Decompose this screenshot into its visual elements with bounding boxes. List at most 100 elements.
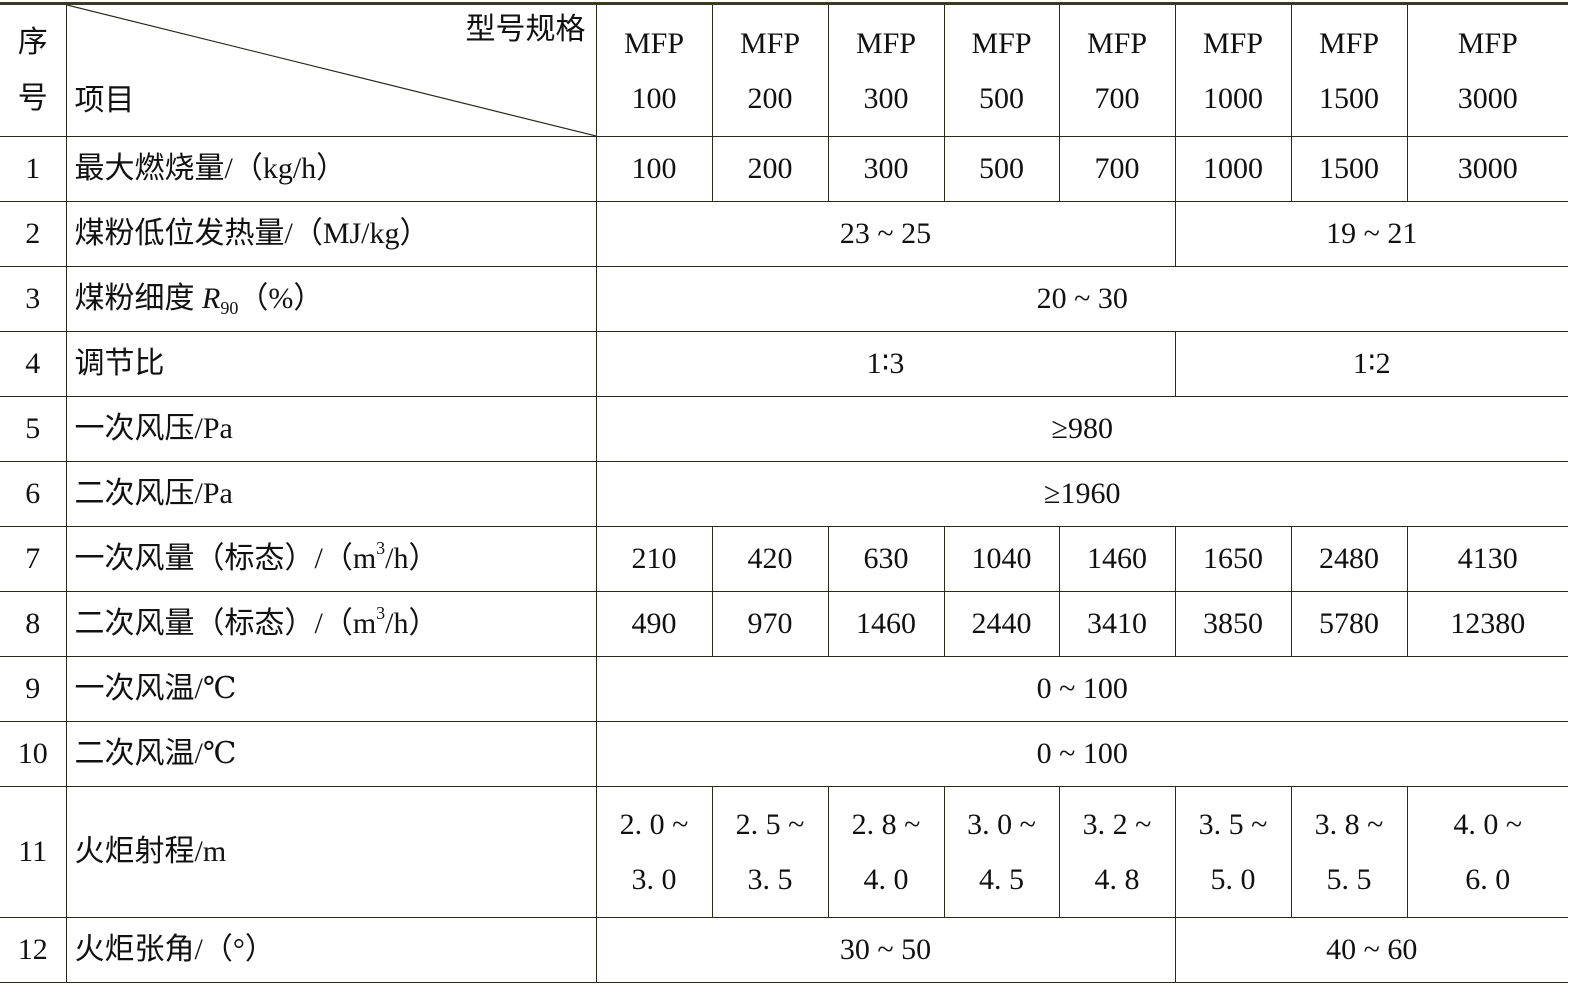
model-header: MFP 100 [595,3,713,137]
model-header: MFP 500 [943,3,1060,137]
model-header: MFP 1000 [1174,3,1292,137]
header-row: 序 号 型号规格 项目 MFP 100 MFP 200 MFP 300 MFP 500… [0,3,1568,137]
row-label: 一次风量（标态）/（m3/h） [65,526,597,592]
row-index: 5 [0,396,67,462]
diagonal-line [67,5,596,136]
table-row: 2 煤粉低位发热量/（MJ/kg） 23 ~ 25 19 ~ 21 [0,201,1568,267]
value-cell: 500 [943,136,1060,202]
value-cell: 3. 8 ~ 5. 5 [1290,786,1408,918]
row-label: 煤粉低位发热量/（MJ/kg） [65,201,597,267]
table-row: 4 调节比 1∶3 1∶2 [0,331,1568,397]
row-label-text: 调节比 [74,347,165,380]
value-cell: 12380 [1406,591,1568,657]
table-row: 5 一次风压/Pa ≥980 [0,396,1568,462]
value-cell: 20 ~ 30 [595,266,1568,332]
value-cell: 420 [711,526,829,592]
value-cell: 1∶3 [595,331,1176,397]
row-label-text: 煤粉低位发热量/（MJ/kg） [74,217,430,250]
model-header: MFP 700 [1058,3,1176,137]
value-cell: 3. 2 ~ 4. 8 [1058,786,1176,918]
row-label-text: 火炬射程/m [74,835,227,868]
diagonal-header-cell: 型号规格 项目 [65,3,597,137]
item-header-label: 项目 [74,84,135,117]
value-cell: 2. 8 ~ 4. 0 [827,786,945,918]
table-row: 12 火炬张角/（°） 30 ~ 50 40 ~ 60 [0,917,1568,983]
value-cell: 1650 [1174,526,1292,592]
row-index: 11 [0,786,67,918]
row-label-text: 火炬张角/（°） [74,933,275,966]
value-cell: 200 [711,136,829,202]
value-cell: 4. 0 ~ 6. 0 [1406,786,1568,918]
value-cell: 3850 [1174,591,1292,657]
value-cell: ≥980 [595,396,1568,462]
value-cell: 2480 [1290,526,1408,592]
row-label-text: 一次风压/Pa [74,412,233,445]
value-cell: 700 [1058,136,1176,202]
row-index: 7 [0,526,67,592]
row-label-tail: /h） [385,607,439,640]
table-row: 10 二次风温/℃ 0 ~ 100 [0,721,1568,787]
value-cell: 1000 [1174,136,1292,202]
row-index: 6 [0,461,67,527]
row-label-text: 二次风温/℃ [74,737,237,770]
table-row: 7 一次风量（标态）/（m3/h） 210 420 630 1040 1460 1650 248… [0,526,1568,592]
value-cell: 1040 [943,526,1060,592]
value-cell: 3. 0 ~ 4. 5 [943,786,1060,918]
value-cell: 23 ~ 25 [595,201,1176,267]
value-cell: 1460 [827,591,945,657]
value-cell: 100 [595,136,713,202]
table-row: 8 二次风量（标态）/（m3/h） 490 970 1460 2440 3410 3850 57… [0,591,1568,657]
value-cell: 630 [827,526,945,592]
value-cell: 3000 [1406,136,1568,202]
spec-header-label: 型号规格 [465,13,586,46]
value-cell: 0 ~ 100 [595,721,1568,787]
value-cell: 4130 [1406,526,1568,592]
row-index: 4 [0,331,67,397]
row-index: 1 [0,136,67,202]
row-label-sup: 3 [376,603,386,623]
model-header: MFP 300 [827,3,945,137]
row-index: 9 [0,656,67,722]
row-label-tail: （%） [238,282,324,315]
row-label-text: 二次风量（标态）/（m [74,607,377,640]
row-label: 最大燃烧量/（kg/h） [65,136,597,202]
value-cell: 300 [827,136,945,202]
row-label: 二次风量（标态）/（m3/h） [65,591,597,657]
row-index: 12 [0,917,67,983]
index-header: 序 号 [0,3,67,137]
value-cell: 2440 [943,591,1060,657]
row-index: 2 [0,201,67,267]
value-cell: 210 [595,526,713,592]
model-header: MFP 200 [711,3,829,137]
value-cell: 2. 5 ~ 3. 5 [711,786,829,918]
row-index: 8 [0,591,67,657]
model-header: MFP 3000 [1406,3,1568,137]
row-label-sup: 3 [376,538,386,558]
row-label-text: 煤粉细度 [74,282,202,315]
row-label: 调节比 [65,331,597,397]
row-label-text: 一次风温/℃ [74,672,237,705]
value-cell: 1∶2 [1174,331,1568,397]
row-label: 一次风压/Pa [65,396,597,462]
table-row: 3 煤粉细度 R90（%） 20 ~ 30 [0,266,1568,332]
row-label-tail: /h） [385,542,439,575]
value-cell: 2. 0 ~ 3. 0 [595,786,713,918]
value-cell: 0 ~ 100 [595,656,1568,722]
table-row: 6 二次风压/Pa ≥1960 [0,461,1568,527]
table-row: 9 一次风温/℃ 0 ~ 100 [0,656,1568,722]
row-label: 火炬射程/m [65,786,597,918]
row-label-sub: 90 [220,298,239,318]
row-label: 火炬张角/（°） [65,917,597,983]
model-header: MFP 1500 [1290,3,1408,137]
row-label: 二次风温/℃ [65,721,597,787]
row-label-text: 二次风压/Pa [74,477,233,510]
value-cell: 3. 5 ~ 5. 0 [1174,786,1292,918]
value-cell: ≥1960 [595,461,1568,527]
value-cell: 1500 [1290,136,1408,202]
table-row: 1 最大燃烧量/（kg/h） 100 200 300 500 700 1000 1500 3000 [0,136,1568,202]
row-label: 一次风温/℃ [65,656,597,722]
table-row: 11 火炬射程/m 2. 0 ~ 3. 0 2. 5 ~ 3. 5 2. 8 ~ 4. … [0,786,1568,918]
row-label: 二次风压/Pa [65,461,597,527]
row-label-italic: R [202,282,221,315]
value-cell: 40 ~ 60 [1174,917,1568,983]
